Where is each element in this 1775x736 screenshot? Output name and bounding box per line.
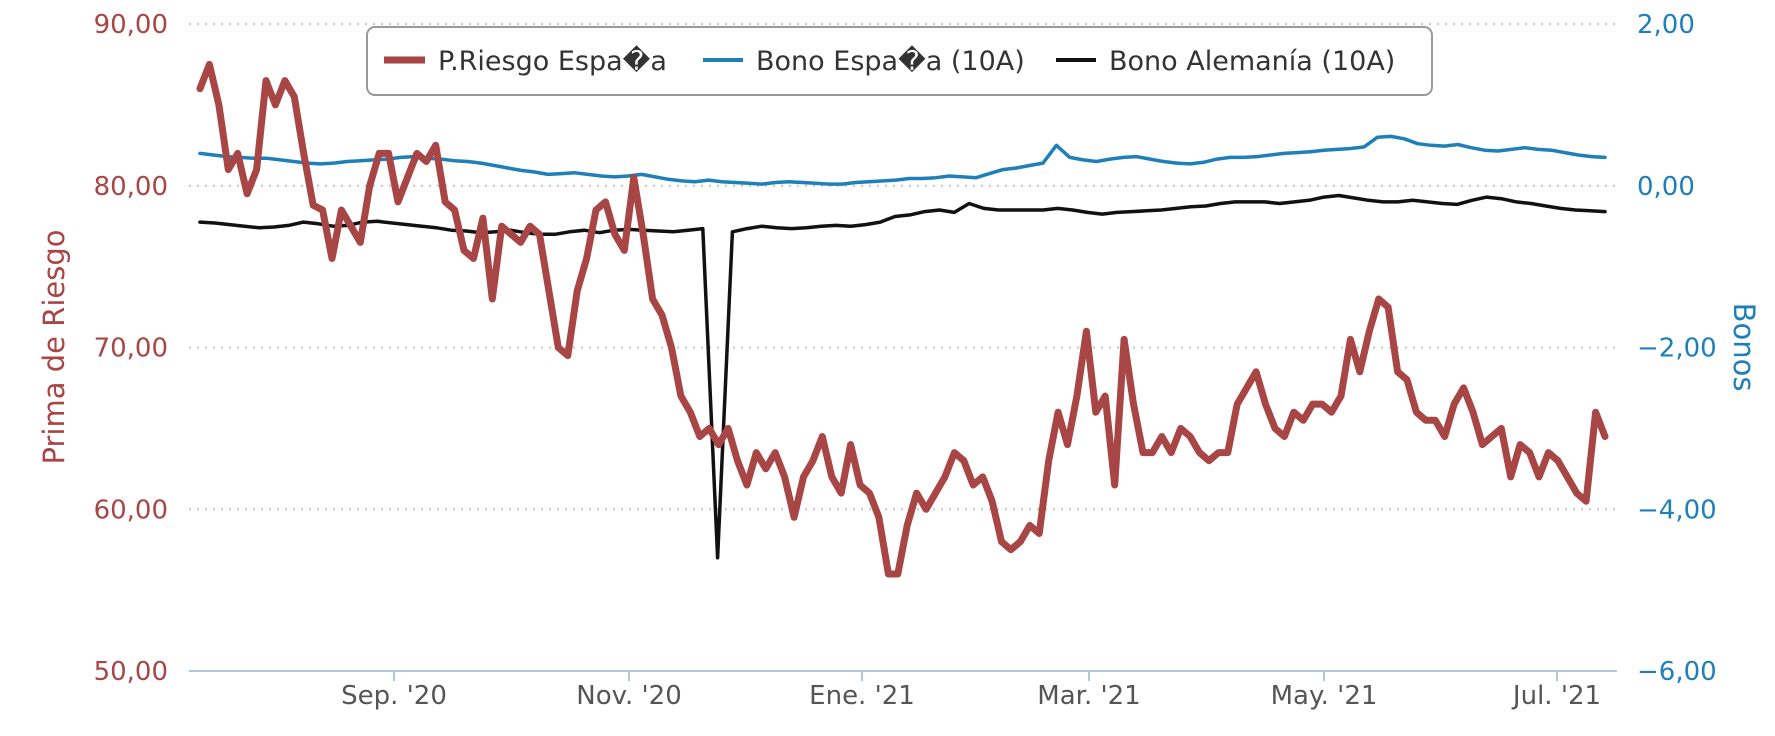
- left-tick-label: 70,00: [94, 334, 168, 364]
- legend-item-2[interactable]: Bono Alemanía (10A): [1056, 46, 1395, 77]
- right-tick-label: −6,00: [1637, 657, 1717, 687]
- legend-label: P.Riesgo Espa�a: [438, 45, 667, 77]
- right-tick-label: −4,00: [1637, 495, 1717, 525]
- x-tick-label: May. '21: [1271, 681, 1378, 711]
- left-tick-label: 50,00: [94, 657, 168, 687]
- legend-label: Bono Alemanía (10A): [1109, 46, 1395, 77]
- left-tick-label: 90,00: [94, 10, 168, 40]
- right-axis-ticks: −6,00 −4,00 −2,00 0,00 2,00: [1637, 10, 1717, 687]
- right-axis-title: Bonos: [1727, 303, 1761, 392]
- legend-box: [366, 26, 1433, 96]
- series-line-prima: [196, 60, 1609, 578]
- right-tick-label: 0,00: [1637, 172, 1695, 202]
- left-tick-label: 80,00: [94, 172, 168, 202]
- x-axis-ticks: Sep. '20 Nov. '20 Ene. '21 Mar. '21 May. '21…: [341, 671, 1601, 711]
- x-tick-label: Mar. '21: [1037, 681, 1140, 711]
- gridlines: [189, 23, 1617, 511]
- legend: P.Riesgo Espa�a Bono Espa�a (10A) Bono A…: [366, 26, 1433, 96]
- x-tick-label: Sep. '20: [341, 681, 447, 711]
- series-line-bono-espana: [198, 134, 1607, 186]
- series-layer: [196, 60, 1609, 578]
- x-tick-label: Ene. '21: [809, 681, 915, 711]
- left-axis-title: Prima de Riesgo: [37, 230, 71, 465]
- right-tick-label: 2,00: [1637, 10, 1695, 40]
- left-axis-ticks: 50,00 60,00 70,00 80,00 90,00: [94, 10, 168, 687]
- series-line-bono-alemania: [198, 193, 1607, 560]
- x-tick-label: Nov. '20: [576, 681, 682, 711]
- right-tick-label: −2,00: [1637, 334, 1717, 364]
- left-tick-label: 60,00: [94, 495, 168, 525]
- legend-label: Bono Espa�a (10A): [756, 45, 1025, 77]
- x-tick-label: Jul. '21: [1511, 681, 1601, 711]
- legend-item-1[interactable]: Bono Espa�a (10A): [703, 45, 1025, 77]
- legend-item-0[interactable]: P.Riesgo Espa�a: [384, 45, 667, 77]
